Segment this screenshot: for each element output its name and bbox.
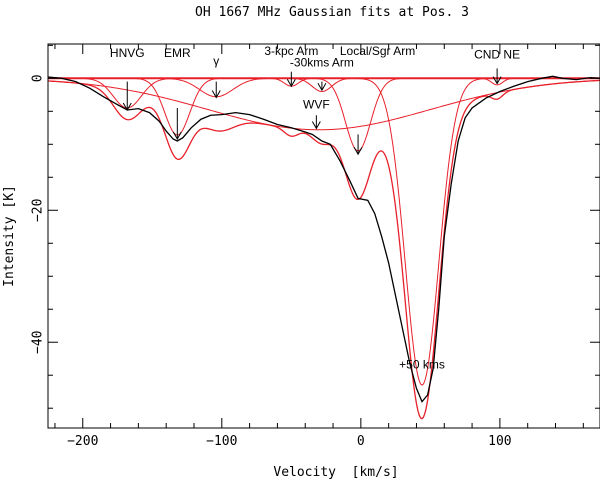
annotation-arrow-head [311,121,321,130]
y-axis-label: Intensity [K] [2,185,17,287]
gaussian-fit-sum [48,79,600,420]
annotation-label: WVF [303,98,330,112]
x-tick-label: 100 [488,434,511,449]
axis-ticks: −200 −100 0 100 0 −20 −40 [31,44,600,449]
y-tick-label: −20 [31,199,46,222]
y-tick-label: 0 [31,74,46,82]
gaussian-component-3 [48,77,600,98]
annotation-arrow-head [211,90,221,99]
annotation-arrow-head [172,131,182,141]
x-tick-label: −100 [206,434,237,449]
annotation-label: Local/Sgr Arm [340,44,415,58]
annotation-arrow-head [492,76,502,85]
x-tick-label: 0 [357,434,365,449]
annotation-label: 3-kpc Arm [264,44,318,58]
gaussian-component-5 [48,79,600,131]
annotation-label: γ [213,54,219,68]
observed-spectrum-line [48,75,600,403]
gaussian-component-8 [48,77,600,386]
annotation-label: EMR [164,46,191,60]
annotation-arrow-head [317,82,327,92]
annotation-label: CND NE [474,48,520,62]
annotation-arrow-head [353,146,363,156]
gaussian-component-9 [48,77,600,86]
plot-frame [47,43,600,429]
plot-area [48,75,600,420]
annotation-label: +50 kms [399,358,445,372]
x-axis-label: Velocity [km/s] [273,465,398,480]
chart-title: OH 1667 MHz Gaussian fits at Pos. 3 [195,5,469,20]
x-tick-label: −200 [67,434,98,449]
annotation-arrow-head [122,102,132,111]
annotation-arrow-head [286,78,296,88]
annotation-label: HNVG [110,46,145,60]
y-tick-label: −40 [31,330,46,353]
annotation-label: -30kms Arm [290,55,354,69]
